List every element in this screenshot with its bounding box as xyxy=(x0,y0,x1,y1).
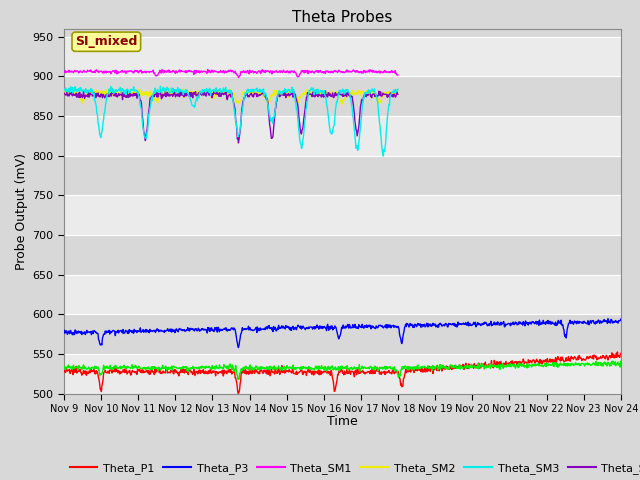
Theta_P1 xyxy=(60,369,68,374)
Theta_P2 xyxy=(617,358,625,364)
Theta_SM1 xyxy=(60,68,68,74)
Bar xyxy=(64,314,621,354)
Theta_P1 xyxy=(235,391,243,396)
Theta_P2 xyxy=(235,376,243,382)
X-axis label: Time: Time xyxy=(327,415,358,429)
Theta_P3 xyxy=(60,330,68,336)
Theta_SM4 xyxy=(305,91,313,97)
Line: Theta_SM2: Theta_SM2 xyxy=(64,87,398,105)
Theta_P3 xyxy=(306,324,314,330)
Theta_P3 xyxy=(604,316,612,322)
Y-axis label: Probe Output (mV): Probe Output (mV) xyxy=(15,153,28,270)
Theta_P3 xyxy=(617,316,625,322)
Bar xyxy=(64,37,621,76)
Line: Theta_P1: Theta_P1 xyxy=(64,352,621,394)
Theta_SM4 xyxy=(285,93,293,99)
Bar xyxy=(64,275,621,314)
Theta_SM4 xyxy=(117,92,125,98)
Theta_SM2 xyxy=(305,89,313,95)
Theta_P1 xyxy=(617,350,625,356)
Theta_P2 xyxy=(60,366,68,372)
Theta_P3 xyxy=(286,324,294,330)
Theta_P3 xyxy=(495,320,502,326)
Theta_SM2 xyxy=(117,93,125,99)
Line: Theta_P3: Theta_P3 xyxy=(64,319,621,348)
Line: Theta_SM1: Theta_SM1 xyxy=(64,70,398,77)
Theta_SM3 xyxy=(285,86,293,92)
Theta_SM3 xyxy=(117,86,125,92)
Theta_P2 xyxy=(306,365,314,371)
Theta_P2 xyxy=(117,366,125,372)
Bar xyxy=(64,235,621,275)
Theta_P3 xyxy=(505,321,513,326)
Theta_P1 xyxy=(306,368,314,373)
Theta_SM2 xyxy=(60,88,68,94)
Theta_P1 xyxy=(117,369,125,374)
Theta_P3 xyxy=(235,345,243,350)
Theta_SM3 xyxy=(305,87,313,93)
Title: Theta Probes: Theta Probes xyxy=(292,10,392,25)
Theta_P2 xyxy=(286,364,294,370)
Theta_SM1 xyxy=(305,68,313,74)
Theta_P2 xyxy=(505,362,513,368)
Bar xyxy=(64,0,621,37)
Theta_P2 xyxy=(495,362,502,368)
Line: Theta_SM3: Theta_SM3 xyxy=(64,86,398,156)
Bar xyxy=(64,76,621,116)
Legend: Theta_P1, Theta_P2, Theta_P3, Theta_SM1, Theta_SM2, Theta_SM3, Theta_SM4: Theta_P1, Theta_P2, Theta_P3, Theta_SM1,… xyxy=(70,463,640,480)
Theta_P3 xyxy=(117,328,125,334)
Theta_P1 xyxy=(614,349,621,355)
Theta_P1 xyxy=(286,368,294,374)
Theta_P1 xyxy=(505,361,513,367)
Bar xyxy=(64,195,621,235)
Line: Theta_P2: Theta_P2 xyxy=(64,361,621,379)
Bar xyxy=(64,156,621,195)
Theta_P3 xyxy=(443,322,451,328)
Theta_P1 xyxy=(495,360,502,366)
Theta_P2 xyxy=(609,358,617,364)
Theta_SM1 xyxy=(285,70,293,76)
Theta_P2 xyxy=(443,365,451,371)
Theta_SM3 xyxy=(60,87,68,93)
Theta_SM2 xyxy=(285,90,293,96)
Theta_SM1 xyxy=(117,69,125,74)
Text: SI_mixed: SI_mixed xyxy=(75,35,138,48)
Bar xyxy=(64,354,621,394)
Theta_SM4 xyxy=(60,90,68,96)
Bar xyxy=(64,116,621,156)
Line: Theta_SM4: Theta_SM4 xyxy=(64,90,398,143)
Theta_P1 xyxy=(443,366,451,372)
